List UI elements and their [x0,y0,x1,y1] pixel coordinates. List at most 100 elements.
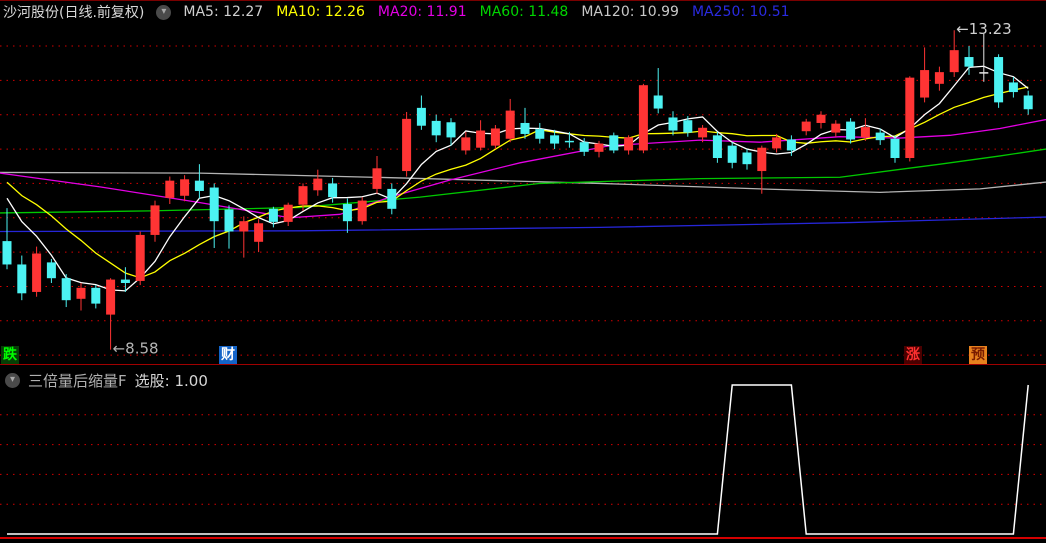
stock-title: 沙河股份(日线.前复权) [3,5,145,21]
candle-body [180,179,190,196]
ma-line-ma250 [0,216,1046,233]
candle-body [194,180,204,191]
ma-line-ma60 [0,148,1046,214]
candle-body [446,122,456,138]
candle-body [461,137,471,151]
ma-legend-item-ma120: MA120: 10.99 [581,4,679,20]
candle-body [860,127,870,138]
candle-body [268,208,278,222]
candle-body [402,118,412,172]
candle-body [490,128,500,146]
candle-body [994,57,1004,103]
ma-legend-item-ma20: MA20: 11.91 [377,4,467,20]
chevron-down-circle-icon[interactable]: ▾ [5,372,20,388]
ma-legend-item-ma5: MA5: 12.27 [183,4,264,20]
candle-body [1023,95,1033,110]
candle-body [505,110,515,139]
candle-body [106,279,116,315]
candle-body [416,107,426,126]
candle-body [550,135,560,144]
candle-body [283,204,293,222]
chevron-down-circle-icon[interactable]: ▾ [156,4,172,20]
ma-legend: MA5: 12.27 MA10: 12.26 MA20: 11.91 MA60: 11… [183,4,789,20]
candle-body [698,127,708,138]
event-tag-财[interactable]: 财 [219,346,237,365]
ma-legend-item-ma10: MA10: 12.26 [276,4,365,20]
candle-body [209,187,219,222]
candle-body [46,262,56,279]
candle-body [32,253,42,292]
candle-body [76,287,86,299]
candle-body [742,152,752,165]
candle-body [328,183,338,198]
candle-body [920,70,930,98]
candle-body [135,234,145,281]
chart-header: 沙河股份(日线.前复权) ▾ MA5: 12.27 MA10: 12.26 MA20… [3,3,790,21]
candle-body [638,85,648,151]
ma-line-ma120 [0,171,1046,193]
candle-body [964,57,974,67]
candle-body [712,135,722,158]
candle-body [431,120,441,136]
candle-body [313,178,323,191]
candle-body [831,123,841,133]
candle-body [61,278,71,301]
ma-line-ma5 [6,65,1029,292]
candle-body [668,117,678,131]
event-tag-涨[interactable]: 涨 [904,346,922,365]
ma-line-ma10 [6,86,1029,279]
indicator-header: ▾ 三倍量后缩量F 选股: 1.00 [5,371,208,390]
indicator-value: 选股: 1.00 [134,371,208,390]
candle-body [683,120,693,133]
candle-body [564,140,574,143]
candle-body [772,137,782,149]
candle-body [609,135,619,151]
candle-body [594,143,604,152]
event-tag-预[interactable]: 预 [969,346,987,365]
high-price-marker: ←13.23 [956,20,1012,38]
event-tag-跌[interactable]: 跌 [1,346,19,365]
candle-body [846,121,856,140]
window-top-border [0,0,1046,1]
candle-body [757,147,767,172]
candle-body [653,95,663,109]
candle-body [520,122,530,134]
candle-body [387,188,397,209]
candle-body [224,209,234,232]
candle-body [254,223,264,242]
candle-body [239,221,249,232]
indicator-signal-line [7,384,1029,535]
candle-body [150,205,160,235]
ma-legend-item-ma250: MA250: 10.51 [691,4,790,20]
candle-body [342,204,352,222]
ma-legend-item-ma60: MA60: 11.48 [479,4,569,20]
candle-body [949,50,959,73]
candle-body [17,264,27,294]
candle-body [979,72,989,74]
panel-divider [0,364,1046,365]
candle-body [727,145,737,163]
candle-body [624,137,634,151]
candle-body [120,279,130,284]
candle-body [2,241,12,265]
candle-body [905,77,915,158]
candle-body [890,138,900,158]
candle-body [579,142,589,152]
low-price-marker: ←8.58 [113,340,159,358]
indicator-name: 三倍量后缩量F [28,371,127,390]
candle-body [816,114,826,123]
candle-body [535,129,545,139]
candle-body [165,180,175,198]
candle-body [786,139,796,151]
candle-body [1008,82,1018,93]
candle-body [934,72,944,84]
candle-body [476,130,486,148]
candle-body [801,121,811,132]
candle-body [91,287,101,304]
candle-body [357,200,367,222]
candle-body [372,168,382,189]
candle-body [298,186,308,205]
candle-body [875,132,885,141]
